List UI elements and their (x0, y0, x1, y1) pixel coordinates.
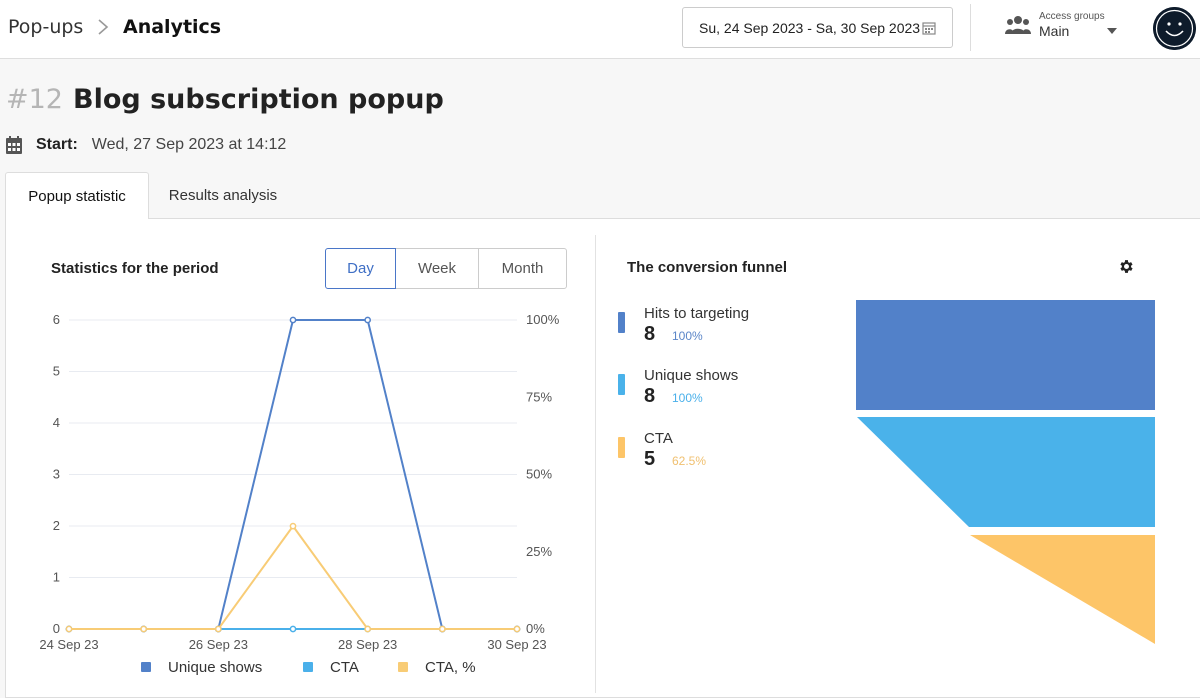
panel-divider (595, 235, 596, 693)
funnel-item-percent: 62.5% (672, 454, 707, 468)
funnel-item-count: 8 (644, 323, 656, 345)
access-groups-selector[interactable]: Access groups Main (1005, 8, 1125, 48)
y-left-tick-label: 3 (53, 467, 60, 482)
data-point (214, 625, 222, 633)
popup-name: Blog subscription popup (72, 84, 444, 115)
period-day-button[interactable]: Day (325, 248, 396, 289)
legend-label: Unique shows (168, 659, 262, 676)
statistics-line-chart: 0 1 2 3 4 5 6 0% 25% 50% 75% 100% 24 Sep 23 26 Sep 23… (39, 312, 560, 676)
legend-swatch (141, 662, 151, 672)
funnel-segment-unique-shows (857, 417, 1155, 527)
top-bar: Pop-ups Analytics Su, 24 Sep 2023 - Sa, … (0, 0, 1200, 59)
legend-swatch (398, 662, 408, 672)
funnel-item-count: 8 (644, 385, 656, 407)
user-avatar[interactable] (1153, 7, 1196, 50)
y-right-tick-label: 50% (526, 467, 552, 482)
legend-swatch (303, 662, 313, 672)
funnel-item-unique-shows: Unique shows 8 100% (618, 367, 818, 417)
funnel-title: The conversion funnel (627, 259, 788, 276)
date-range-picker[interactable]: Su, 24 Sep 2023 - Sa, 30 Sep 2023 (682, 7, 953, 48)
y-left-tick-label: 5 (53, 364, 60, 379)
page-title: #12 Blog subscription popup (6, 84, 444, 115)
access-groups-value: Main (1039, 23, 1070, 39)
data-point (364, 625, 372, 633)
y-left-tick-label: 0 (53, 621, 60, 636)
data-point (438, 625, 446, 633)
y-right-tick-label: 75% (526, 389, 552, 404)
start-info: Start: Wed, 27 Sep 2023 at 14:12 (6, 136, 286, 154)
access-groups-label: Access groups (1039, 11, 1105, 22)
period-week-button[interactable]: Week (395, 248, 479, 289)
y-left-tick-label: 4 (53, 415, 60, 430)
start-label: Start: (36, 136, 78, 153)
funnel-item-name: CTA (644, 430, 673, 447)
users-icon (1005, 16, 1031, 34)
funnel-item-name: Hits to targeting (644, 305, 750, 322)
breadcrumb-current: Analytics (123, 16, 222, 38)
funnel-item-percent: 100% (672, 329, 703, 343)
funnel-item-hits: Hits to targeting 8 100% (618, 305, 818, 355)
x-tick-label: 28 Sep 23 (338, 637, 397, 652)
funnel-color-marker (618, 312, 625, 333)
calendar-icon (6, 136, 22, 154)
tab-results-analysis[interactable]: Results analysis (168, 186, 278, 204)
gear-icon[interactable] (1118, 258, 1135, 275)
data-point (364, 316, 372, 324)
data-point (289, 522, 297, 530)
x-tick-label: 30 Sep 23 (487, 637, 546, 652)
chevron-right-icon (98, 19, 109, 35)
funnel-item-count: 5 (644, 448, 656, 470)
period-toggle: Day Week Month (325, 248, 567, 289)
data-point (140, 625, 148, 633)
stats-title: Statistics for the period (51, 260, 219, 277)
y-left-tick-label: 1 (53, 570, 60, 585)
y-left-tick-label: 2 (53, 518, 60, 533)
funnel-segment-hits (856, 300, 1155, 410)
y-left-tick-label: 6 (53, 312, 60, 327)
legend-label: CTA, % (425, 659, 476, 676)
popup-number: #12 (6, 84, 63, 115)
funnel-segment-cta (970, 535, 1155, 644)
funnel-item-cta: CTA 5 62.5% (618, 430, 818, 480)
start-value: Wed, 27 Sep 2023 at 14:12 (91, 136, 287, 153)
caret-down-icon (1107, 28, 1117, 34)
funnel-item-name: Unique shows (644, 367, 739, 384)
funnel-chart (856, 300, 1155, 644)
period-month-button[interactable]: Month (478, 248, 567, 289)
x-tick-label: 26 Sep 23 (189, 637, 248, 652)
data-point (65, 625, 73, 633)
funnel-color-marker (618, 437, 625, 458)
date-range-value: Su, 24 Sep 2023 - Sa, 30 Sep 2023 (699, 19, 921, 36)
breadcrumb-popups-link[interactable]: Pop-ups (8, 16, 84, 38)
x-tick-label: 24 Sep 23 (39, 637, 98, 652)
header-divider (970, 4, 971, 51)
legend-label: CTA (330, 659, 359, 676)
data-point (289, 625, 297, 633)
y-right-tick-label: 100% (526, 312, 560, 327)
y-right-tick-label: 25% (526, 544, 552, 559)
calendar-icon (922, 22, 936, 35)
y-right-tick-label: 0% (526, 621, 545, 636)
funnel-item-percent: 100% (672, 391, 703, 405)
funnel-color-marker (618, 374, 625, 395)
data-point (289, 316, 297, 324)
tab-popup-statistic[interactable]: Popup statistic (5, 172, 149, 219)
data-point (513, 625, 521, 633)
